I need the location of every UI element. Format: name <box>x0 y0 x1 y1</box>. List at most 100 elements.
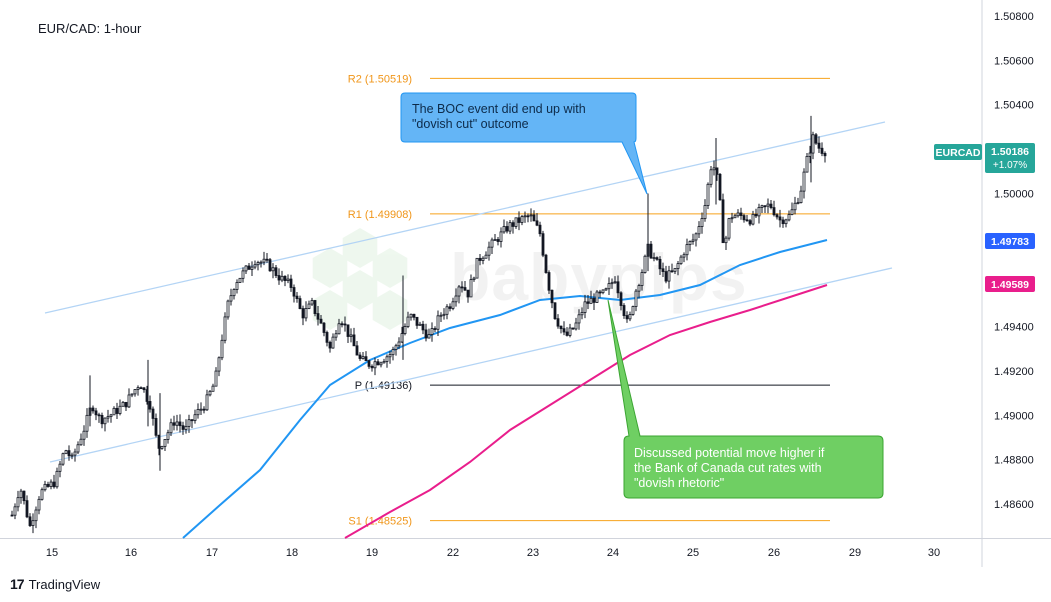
candle-body <box>397 341 401 347</box>
channel-upper-line <box>44 121 886 314</box>
candle-body <box>730 217 734 220</box>
candle-body <box>541 233 545 256</box>
candle-body <box>670 270 674 273</box>
candle-body <box>403 326 407 334</box>
candle <box>607 277 611 295</box>
candle <box>796 197 800 205</box>
candle-body <box>262 258 266 263</box>
candle <box>502 219 506 234</box>
candle-body <box>175 421 179 426</box>
candle-body <box>616 281 620 294</box>
candle-body <box>529 214 533 217</box>
candle <box>10 510 14 517</box>
candle-body <box>118 405 122 414</box>
candle <box>100 412 104 429</box>
candle <box>295 292 299 303</box>
candle-body <box>205 394 209 411</box>
candle-body <box>622 305 626 316</box>
candle <box>484 251 488 259</box>
candle <box>307 300 311 310</box>
candle-body <box>337 323 341 335</box>
candle <box>790 202 794 216</box>
time-tick-label: 22 <box>447 547 459 559</box>
candle <box>679 254 683 265</box>
candle-body <box>250 266 254 270</box>
candle <box>139 386 143 390</box>
candle <box>355 341 359 356</box>
candle <box>595 289 599 303</box>
candle <box>37 496 41 515</box>
candle <box>64 449 68 455</box>
candle <box>313 300 317 317</box>
candle <box>424 323 428 342</box>
candle <box>178 414 182 433</box>
candle <box>319 315 323 324</box>
candle-body <box>475 257 479 279</box>
candle <box>766 198 770 214</box>
candle <box>622 303 626 319</box>
candle <box>379 361 383 368</box>
candle-body <box>286 278 290 281</box>
candle <box>229 288 233 306</box>
candle-body <box>820 147 824 154</box>
candle-body <box>151 408 155 419</box>
candle <box>151 406 155 426</box>
candle <box>586 295 590 310</box>
candle <box>142 387 146 393</box>
candle <box>292 284 296 303</box>
candle-body <box>661 268 665 272</box>
candlestick-series <box>10 115 827 534</box>
candle-body <box>742 215 746 221</box>
candle-body <box>751 213 755 225</box>
candle-body <box>787 214 791 221</box>
candle-body <box>271 267 275 272</box>
candle-body <box>442 313 446 316</box>
watermark-text: babypips <box>450 240 748 314</box>
candle-body <box>631 306 635 315</box>
candle <box>31 513 35 534</box>
candle <box>268 258 272 272</box>
candle <box>385 354 389 368</box>
candle <box>544 253 548 274</box>
candle-body <box>601 289 605 294</box>
candle <box>580 307 584 320</box>
candle-body <box>124 401 128 408</box>
candle-body <box>433 328 437 330</box>
candle-body <box>217 357 221 372</box>
candle-body <box>517 217 521 223</box>
candle <box>823 151 827 163</box>
candle-body <box>220 339 224 359</box>
candle-body <box>163 439 167 447</box>
candle-body <box>136 387 140 390</box>
candle-body <box>811 134 815 154</box>
candle-body <box>193 414 197 421</box>
candle <box>529 208 533 222</box>
candle-body <box>679 256 683 265</box>
candle-body <box>235 282 239 290</box>
time-tick-label: 23 <box>527 547 539 559</box>
candle <box>742 213 746 223</box>
candle <box>337 318 341 335</box>
candle <box>493 234 497 241</box>
candle-body <box>526 215 530 218</box>
candle-body <box>73 451 77 456</box>
pivot-level-label: S1 (1.48525) <box>348 516 412 528</box>
candle <box>757 203 761 224</box>
candle-body <box>121 401 125 407</box>
candle <box>94 407 98 421</box>
candle-body <box>694 233 698 241</box>
candle-body <box>106 416 110 419</box>
candle <box>559 325 563 334</box>
candle <box>418 321 422 326</box>
candle <box>136 385 140 396</box>
candle <box>73 448 77 462</box>
candle <box>775 213 779 220</box>
candle-body <box>634 290 638 307</box>
price-tick-label: 1.50000 <box>994 188 1034 200</box>
candle-body <box>598 291 602 294</box>
candle <box>259 260 263 268</box>
candle <box>133 389 137 397</box>
candle <box>463 281 467 291</box>
candle <box>652 252 656 262</box>
